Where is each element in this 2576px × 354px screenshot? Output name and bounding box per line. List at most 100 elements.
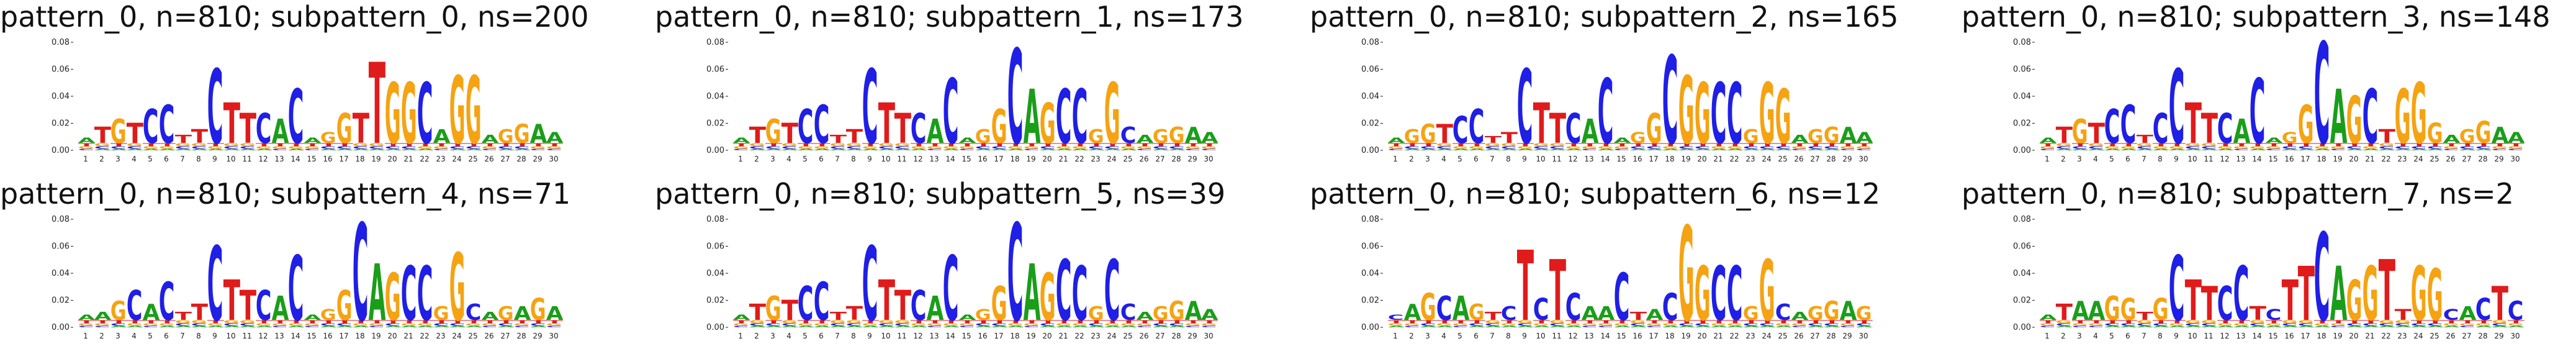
x-tick-label: 8 bbox=[851, 155, 856, 163]
logo-letter: C bbox=[1056, 243, 1072, 340]
logo-letter: T bbox=[175, 133, 192, 146]
logo-letter: A bbox=[2040, 313, 2057, 322]
logo-letter: A bbox=[1024, 74, 1041, 161]
logo-letter: G bbox=[2492, 319, 2508, 324]
svg-text:G: G bbox=[1404, 127, 1420, 148]
svg-text:T: T bbox=[1153, 142, 1170, 147]
logo-letter: G bbox=[798, 323, 814, 327]
logo-letter: T bbox=[127, 319, 144, 324]
svg-text:G: G bbox=[1662, 146, 1678, 150]
svg-text:C: C bbox=[2492, 322, 2508, 326]
svg-text:G: G bbox=[1153, 304, 1169, 325]
svg-text:C: C bbox=[1678, 145, 1695, 149]
svg-text:A: A bbox=[1056, 148, 1073, 151]
logo-letter: A bbox=[1420, 148, 1438, 151]
logo-letter: T bbox=[2249, 142, 2267, 147]
x-tick-label: 24 bbox=[1107, 155, 1116, 163]
logo-letter: T bbox=[2330, 142, 2348, 147]
svg-text:T: T bbox=[2201, 106, 2218, 153]
logo-letter: T bbox=[749, 299, 766, 325]
svg-text:C: C bbox=[1104, 243, 1120, 340]
y-tick-label: 0.06 bbox=[2013, 242, 2031, 252]
svg-text:G: G bbox=[911, 146, 927, 150]
logo-letter: A bbox=[733, 313, 750, 322]
svg-text:C: C bbox=[1056, 243, 1072, 340]
logo-letter: C bbox=[1791, 148, 1808, 151]
svg-text:G: G bbox=[159, 146, 175, 150]
svg-text:G: G bbox=[1711, 323, 1727, 327]
svg-text:A: A bbox=[781, 148, 799, 151]
panel-title: pattern_0, n=810; subpattern_5, ns=39 bbox=[655, 177, 1226, 211]
svg-text:A: A bbox=[1153, 325, 1170, 328]
svg-text:C: C bbox=[878, 322, 894, 326]
logo-letter: T bbox=[1185, 319, 1202, 324]
x-tick-label: 11 bbox=[897, 155, 906, 163]
x-tick-label: 3 bbox=[770, 155, 775, 163]
logo-letter: T bbox=[733, 142, 750, 147]
logo-letter: A bbox=[1137, 133, 1154, 146]
logo-letter: G bbox=[94, 323, 110, 327]
logo-letter: C bbox=[2282, 322, 2298, 326]
svg-text:A: A bbox=[240, 325, 257, 328]
logo-letter: A bbox=[466, 148, 483, 151]
logo-letter: T bbox=[1791, 319, 1809, 324]
svg-text:T: T bbox=[2411, 319, 2428, 324]
svg-text:A: A bbox=[433, 125, 451, 147]
svg-text:T: T bbox=[2169, 319, 2186, 324]
svg-text:A: A bbox=[1727, 325, 1744, 328]
logo-letter: A bbox=[1759, 325, 1777, 328]
logo-letter: G bbox=[1436, 142, 1452, 147]
svg-text:A: A bbox=[1517, 148, 1534, 151]
svg-text:G: G bbox=[288, 146, 304, 150]
logo-letter: A bbox=[1856, 130, 1873, 147]
y-tick-label: 0.08 bbox=[1361, 38, 1379, 47]
svg-text:A: A bbox=[2217, 148, 2235, 151]
logo-letter: T bbox=[466, 142, 483, 147]
logo-letter: C bbox=[2088, 145, 2104, 149]
logo-letter: G bbox=[175, 319, 191, 324]
svg-text:A: A bbox=[1007, 325, 1025, 328]
logo-letter: T bbox=[1791, 142, 1809, 147]
svg-text:G: G bbox=[2040, 323, 2056, 327]
svg-text:G: G bbox=[304, 323, 320, 327]
logo-letter: T bbox=[2040, 319, 2057, 324]
logo-letter: T bbox=[1436, 319, 1454, 324]
svg-text:T: T bbox=[1775, 319, 1793, 324]
svg-text:G: G bbox=[1024, 323, 1040, 327]
x-tick-label: 7 bbox=[835, 332, 840, 340]
logo-letter: C bbox=[2233, 148, 2249, 151]
svg-text:A: A bbox=[1614, 325, 1631, 328]
svg-text:G: G bbox=[1840, 146, 1856, 150]
logo-letter: A bbox=[2427, 148, 2444, 151]
logo-letter: C bbox=[207, 225, 223, 344]
svg-text:G: G bbox=[1808, 127, 1824, 148]
logo-letter: A bbox=[1404, 148, 1421, 151]
logo-letter: G bbox=[1201, 323, 1217, 327]
svg-text:T: T bbox=[256, 142, 273, 147]
logo-letter: G bbox=[336, 283, 353, 330]
svg-text:C: C bbox=[143, 325, 159, 328]
logo-letter: C bbox=[1582, 148, 1598, 151]
svg-text:T: T bbox=[546, 142, 564, 147]
svg-text:C: C bbox=[733, 325, 749, 328]
svg-text:G: G bbox=[256, 146, 272, 150]
svg-text:G: G bbox=[975, 127, 991, 148]
y-tick-label: 0.08 bbox=[706, 38, 724, 47]
svg-text:A: A bbox=[2169, 325, 2186, 328]
x-tick-label: 10 bbox=[226, 155, 235, 163]
logo-letter: T bbox=[733, 319, 750, 324]
logo-letter: G bbox=[894, 319, 911, 324]
svg-text:G: G bbox=[2266, 323, 2282, 327]
svg-text:T: T bbox=[353, 106, 369, 153]
logo-letter: C bbox=[1485, 322, 1501, 326]
x-tick-label: 28 bbox=[2478, 332, 2487, 340]
logo-letter: A bbox=[78, 136, 96, 145]
logo-letter: C bbox=[110, 145, 127, 149]
svg-text:G: G bbox=[2120, 292, 2137, 327]
logo-letter: G bbox=[2443, 323, 2459, 327]
logo-letter: G bbox=[2217, 146, 2233, 150]
logo-letter: T bbox=[385, 319, 402, 324]
svg-text:C: C bbox=[223, 322, 240, 326]
svg-text:G: G bbox=[2249, 319, 2266, 324]
logo-letter: C bbox=[1517, 48, 1533, 167]
